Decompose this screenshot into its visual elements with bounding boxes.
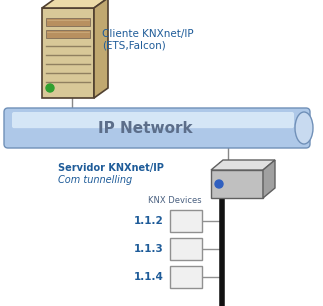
FancyBboxPatch shape [46, 30, 90, 38]
Polygon shape [263, 160, 275, 198]
FancyBboxPatch shape [170, 266, 202, 288]
FancyBboxPatch shape [12, 112, 294, 128]
Ellipse shape [295, 112, 313, 144]
Text: Com tunnelling: Com tunnelling [58, 175, 132, 185]
Text: IP Network: IP Network [98, 121, 192, 136]
Text: 1.1.4: 1.1.4 [134, 272, 164, 282]
FancyBboxPatch shape [4, 108, 310, 148]
Circle shape [46, 84, 54, 92]
Polygon shape [42, 0, 108, 8]
FancyBboxPatch shape [46, 18, 90, 26]
Text: Servidor KNXnet/IP: Servidor KNXnet/IP [58, 163, 164, 173]
Polygon shape [94, 0, 108, 98]
Circle shape [215, 180, 223, 188]
Text: KNX Devices: KNX Devices [148, 196, 202, 204]
Text: 1.1.3: 1.1.3 [134, 244, 164, 254]
FancyBboxPatch shape [170, 238, 202, 260]
Text: Cliente KNXnet/IP
(ETS,Falcon): Cliente KNXnet/IP (ETS,Falcon) [102, 29, 193, 51]
Text: 1.1.2: 1.1.2 [134, 216, 164, 226]
FancyBboxPatch shape [211, 170, 263, 198]
FancyBboxPatch shape [42, 8, 94, 98]
FancyBboxPatch shape [170, 210, 202, 232]
Polygon shape [211, 160, 275, 170]
